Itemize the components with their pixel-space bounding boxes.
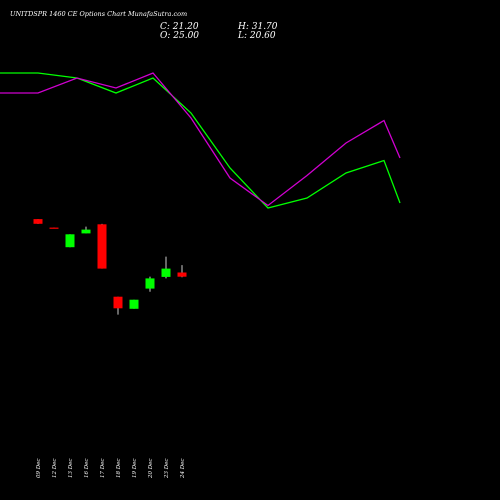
candle-body [81, 229, 91, 234]
date-tick-label: 20 Dec [148, 459, 154, 480]
chart-title: UNITDSPR 1460 CE Options Chart MunafaSut… [10, 10, 187, 18]
date-tick-label: 19 Dec [132, 459, 138, 479]
indicator-line-2 [0, 72, 401, 207]
candle-body [113, 296, 123, 309]
date-tick-label: 17 Dec [100, 459, 106, 479]
indicator-line-1 [0, 72, 401, 209]
date-tick-label: 23 Dec [164, 459, 170, 480]
candle-body [49, 227, 59, 229]
date-tick-label: 16 Dec [84, 459, 90, 479]
candle-body [161, 268, 171, 277]
date-tick-label: 13 Dec [68, 459, 74, 479]
date-tick-label: 18 Dec [116, 459, 122, 479]
date-tick-label: 24 Dec [180, 459, 186, 480]
candle-body [65, 234, 75, 248]
candle-body [97, 224, 107, 269]
high-readout: H: 31.70 [237, 22, 278, 32]
date-axis: 09 Dec 12 Dec 13 Dec 16 Dec 17 Dec 18 Dec 19 D… [36, 459, 186, 480]
low-readout: L: 20.60 [237, 31, 276, 41]
close-readout: C: 21.20 [160, 22, 199, 32]
date-tick-label: 09 Dec [36, 459, 42, 479]
candle-body [177, 272, 187, 277]
candles [33, 219, 187, 315]
indicator-lines [0, 72, 401, 209]
candle-body [145, 278, 155, 289]
candle-body [129, 299, 139, 309]
candle-body [33, 219, 43, 224]
date-tick-label: 12 Dec [52, 459, 58, 479]
open-readout: O: 25.00 [160, 31, 199, 41]
